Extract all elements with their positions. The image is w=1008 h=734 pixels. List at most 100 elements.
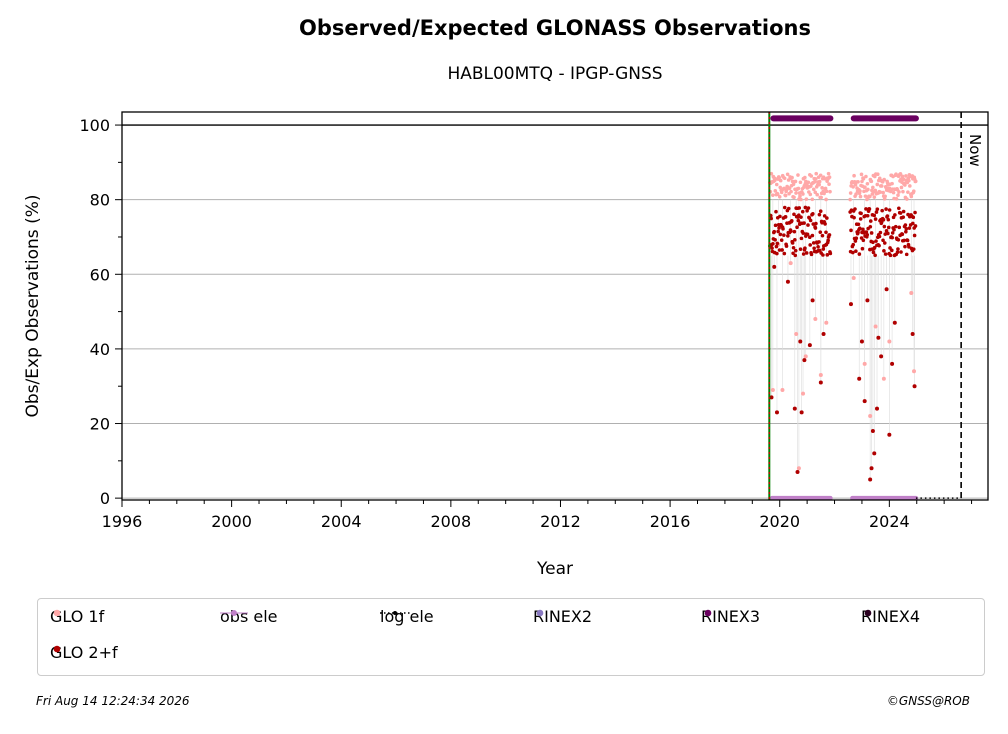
glo-2f-point (876, 335, 881, 340)
glo-2f-point (871, 250, 876, 255)
glo-1f-point (808, 192, 813, 197)
glo-1f-point (865, 181, 870, 186)
glo-2f-point (877, 243, 881, 248)
footer-timestamp: Fri Aug 14 12:24:34 2026 (36, 694, 190, 708)
glo-2f-point (774, 209, 778, 214)
glo-2f-point (823, 222, 827, 226)
y-tick-label: 60 (90, 265, 110, 284)
legend-item-rinex3: RINEX3 (701, 606, 760, 626)
glo-2f-point (782, 251, 787, 256)
glo-2f-point (892, 320, 897, 325)
glo-1f-point (823, 186, 828, 191)
glo-2f-point (771, 241, 775, 246)
glo-2f-point (872, 213, 877, 218)
legend: GLO 1f obs ele log ele RINEX2 RINEX3 RINEX4 GL… (37, 598, 985, 676)
glo-1f-point (789, 189, 793, 194)
glo-2f-point (890, 248, 894, 253)
glo-2f-point (875, 406, 880, 411)
glo-1f-point (871, 185, 875, 190)
glo-2f-point (772, 264, 777, 269)
glo-2f-point (812, 246, 816, 251)
glo-1f-point (887, 339, 892, 344)
glo-1f-point (771, 193, 775, 197)
glo-2f-point (872, 451, 877, 456)
glo-1f-point (852, 173, 856, 178)
glo-2f-point (901, 215, 906, 219)
glo-1f-point (894, 172, 898, 176)
glo-2f-point (854, 236, 859, 241)
glo-2f-point (814, 221, 818, 226)
glo-1f-point (803, 354, 808, 359)
glo-2f-point (778, 214, 782, 219)
glo-2f-point (907, 245, 911, 249)
glo-2f-point (890, 361, 895, 366)
glo-2f-point (795, 225, 799, 229)
glo-1f-point (896, 193, 900, 197)
plot-frame (121, 111, 989, 501)
x-tick-label: 2008 (431, 512, 472, 531)
glo-1f-point (897, 190, 901, 194)
glo-2f-point (864, 230, 869, 234)
glo-1f-point (775, 192, 780, 197)
glo-2f-point (881, 238, 885, 243)
glo-2f-point (807, 343, 812, 348)
glo-1f-point (828, 189, 832, 194)
glo-2f-point (801, 252, 806, 256)
glo-2f-point (893, 213, 897, 217)
glo-2f-point (895, 250, 900, 255)
glo-2f-point (887, 208, 892, 212)
glo-2f-point (810, 298, 815, 303)
glo-2f-point (874, 210, 879, 214)
glo-1f-point (872, 195, 877, 199)
glo-1f-point (863, 185, 867, 189)
glo-2f-point (795, 470, 800, 475)
glo-1f-point (900, 174, 905, 179)
glo-2f-point (910, 331, 915, 336)
glo-1f-point (890, 181, 894, 186)
glo-2f-point (857, 226, 862, 231)
glo-2f-point (884, 207, 888, 211)
glo-2f-point (811, 212, 815, 216)
legend-label: GLO 2+f (50, 643, 118, 662)
legend-item-rinex4: RINEX4 (861, 606, 920, 626)
glo-1f-point (801, 192, 805, 196)
glo-1f-point (796, 466, 801, 471)
glo-2f-point (770, 246, 774, 250)
glo-2f-point (899, 250, 903, 254)
glo-2f-point (825, 253, 830, 257)
glo-2f-point (818, 380, 823, 385)
legend-label: RINEX3 (701, 607, 761, 626)
glo-1f-point (904, 174, 908, 178)
glo-2f-point (872, 245, 877, 250)
glo-1f-point (818, 173, 823, 178)
legend-item-log-ele: log ele (380, 606, 434, 626)
x-tick-label: 2000 (211, 512, 252, 531)
glo-2f-point (888, 253, 893, 258)
glo-1f-point (901, 189, 905, 194)
glo-1f-point (851, 276, 856, 281)
glo-2f-point (803, 205, 808, 210)
glo-2f-point (779, 238, 784, 242)
y-tick-label: 20 (90, 415, 110, 434)
glo-2f-point (809, 252, 814, 257)
glo-2f-point (848, 302, 853, 307)
glo-2f-point (911, 247, 916, 251)
glo-2f-point (786, 234, 790, 238)
glo-2f-point (818, 209, 823, 214)
glo-2f-point (805, 232, 810, 237)
glo-2f-point (913, 210, 917, 215)
glo-2f-point (853, 207, 857, 211)
glo-1f-point (912, 369, 917, 374)
glo-2f-point (853, 239, 858, 243)
glo-1f-point (792, 195, 796, 200)
x-tick-label: 2004 (321, 512, 362, 531)
glo-2f-point (856, 230, 860, 235)
glo-2f-point (792, 406, 797, 411)
glo-2f-point (873, 253, 877, 258)
glo-1f-point (906, 190, 910, 194)
glo-2f-point (799, 236, 804, 241)
glo-1f-point (875, 172, 880, 177)
glo-2f-point (799, 410, 804, 415)
glo-2f-point (777, 248, 782, 252)
glo-2f-point (886, 217, 891, 222)
